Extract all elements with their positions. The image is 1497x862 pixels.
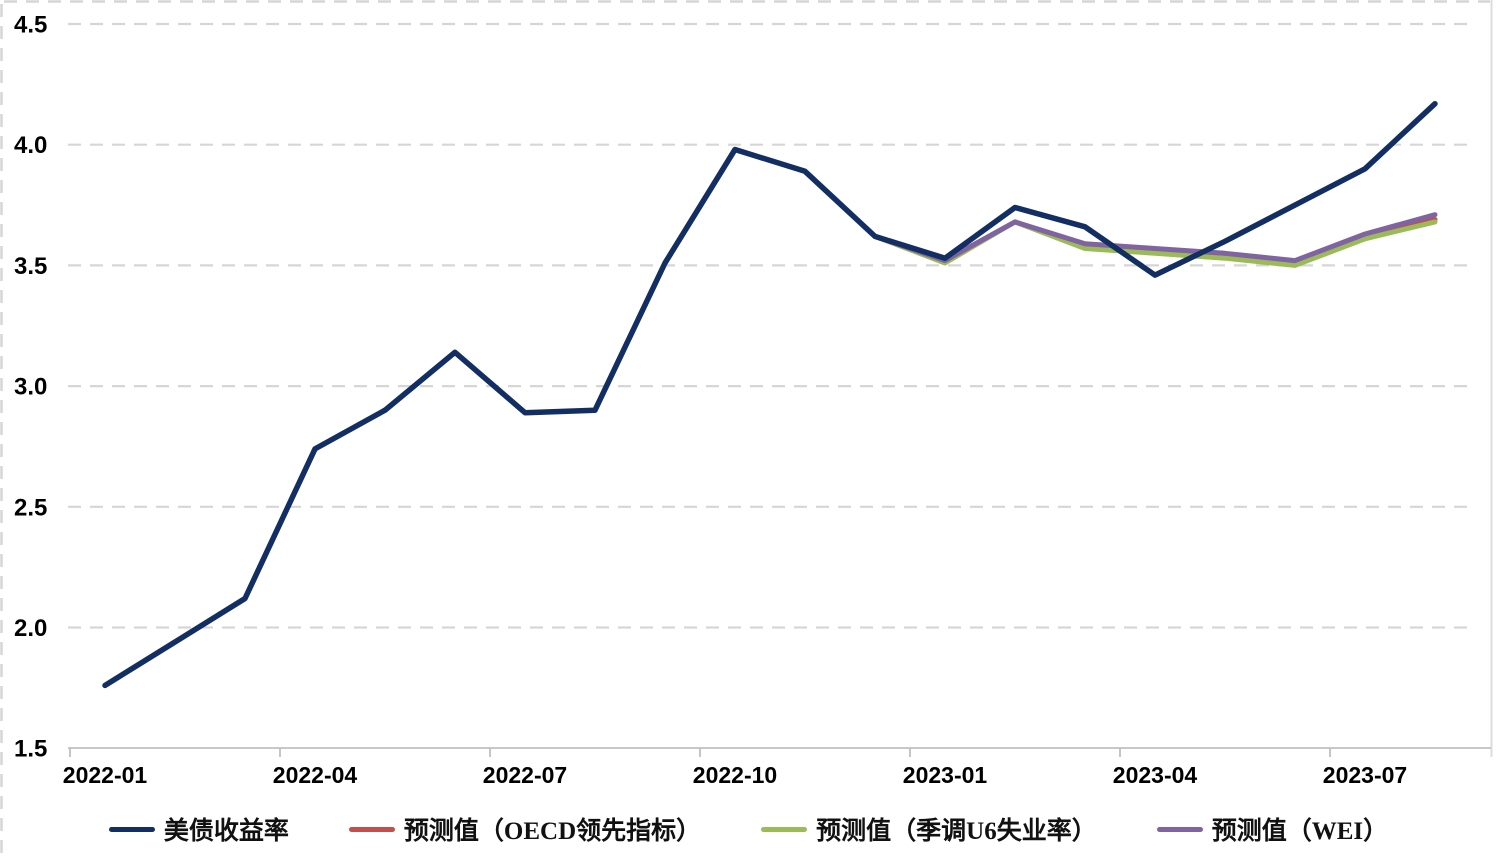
y-tick-label: 1.5 xyxy=(14,736,47,763)
x-tick-label: 2022-10 xyxy=(693,762,777,788)
y-tick-label: 3.0 xyxy=(14,374,47,401)
chart-legend: 美债收益率 预测值（OECD领先指标） 预测值（季调U6失业率） 预测值（WEI… xyxy=(0,811,1497,847)
navy-line-swatch-icon xyxy=(108,826,155,832)
y-tick-label: 3.5 xyxy=(14,253,47,280)
legend-item-forecast-wei: 预测值（WEI） xyxy=(1156,811,1389,847)
purple-line-swatch-icon xyxy=(1156,826,1203,832)
x-tick-label: 2023-04 xyxy=(1113,762,1198,788)
series-line-3 xyxy=(872,212,1438,264)
y-tick-label: 4.5 xyxy=(14,12,47,39)
x-tick-label: 2023-01 xyxy=(903,762,988,788)
legend-label: 预测值（季调U6失业率） xyxy=(816,818,1097,845)
y-tick-label: 4.0 xyxy=(14,132,47,159)
legend-label: 美债收益率 xyxy=(163,818,289,845)
legend-item-forecast-oecd: 预测值（OECD领先指标） xyxy=(348,811,702,847)
legend-item-forecast-u6: 预测值（季调U6失业率） xyxy=(761,811,1097,847)
y-tick-label: 2.0 xyxy=(14,615,47,642)
x-tick-label: 2022-07 xyxy=(483,762,567,788)
x-tick-label: 2022-04 xyxy=(273,762,358,788)
series-line-0 xyxy=(102,100,1438,689)
red-line-swatch-icon xyxy=(348,826,395,832)
y-tick-label: 2.5 xyxy=(14,494,47,521)
legend-label: 预测值（OECD领先指标） xyxy=(403,818,702,845)
legend-item-us-treasury-yield: 美债收益率 xyxy=(108,811,289,847)
legend-label: 预测值（WEI） xyxy=(1211,818,1389,845)
green-line-swatch-icon xyxy=(761,826,808,832)
x-tick-label: 2023-07 xyxy=(1323,762,1407,788)
series-line-2 xyxy=(872,219,1438,268)
x-tick-label: 2022-01 xyxy=(63,762,148,788)
